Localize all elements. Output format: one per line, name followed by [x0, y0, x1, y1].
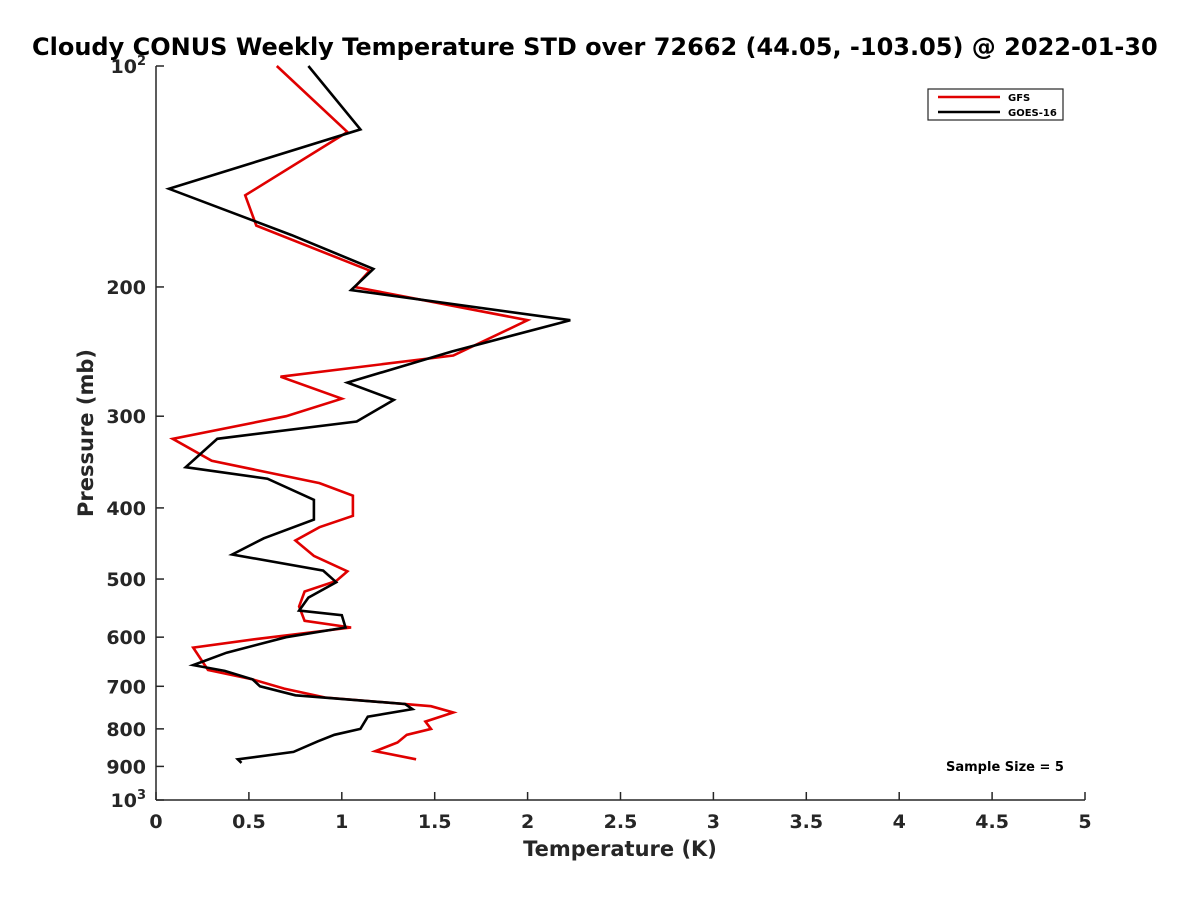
y-tick-label: 500 [106, 569, 146, 591]
legend-box [927, 88, 1064, 121]
x-tick-label: 1.5 [418, 811, 452, 833]
x-tick-label: 2.5 [604, 811, 638, 833]
y-tick-label-base: 800 [106, 719, 146, 741]
x-tick-label: 4 [893, 811, 906, 833]
chart-title: Cloudy CONUS Weekly Temperature STD over… [32, 33, 1158, 61]
y-tick-label-base: 700 [106, 676, 146, 698]
y-tick-label: 900 [106, 756, 146, 778]
y-tick-label: 102 [111, 54, 147, 78]
legend-label: GOES-16 [1008, 108, 1057, 119]
x-tick-label: 0 [149, 811, 162, 833]
y-tick-label: 600 [106, 627, 146, 649]
y-tick-label-base: 400 [106, 498, 146, 520]
y-tick-label-base: 200 [106, 277, 146, 299]
x-tick-label: 0.5 [232, 811, 266, 833]
y-tick-label: 700 [106, 676, 146, 698]
y-tick-label-exponent: 2 [137, 54, 146, 69]
series-line-gfs [169, 65, 532, 761]
x-axis-label: Temperature (K) [523, 837, 717, 861]
y-tick-label-base: 10 [111, 56, 137, 78]
y-tick-label-base: 300 [106, 406, 146, 428]
series-layer [165, 65, 571, 764]
x-tick-label: 3.5 [789, 811, 823, 833]
y-tick-label-exponent: 3 [137, 788, 146, 803]
y-tick-label-base: 600 [106, 627, 146, 649]
y-tick-label-base: 10 [111, 790, 137, 812]
sample-size-annotation: Sample Size = 5 [946, 760, 1064, 775]
series-line-goes-16 [165, 65, 571, 764]
y-tick-label: 800 [106, 719, 146, 741]
x-tick-label: 2 [521, 811, 534, 833]
y-tick-label: 200 [106, 277, 146, 299]
y-tick-label: 400 [106, 498, 146, 520]
legend-label: GFS [1008, 93, 1030, 104]
x-tick-label: 1 [335, 811, 348, 833]
x-tick-label: 4.5 [975, 811, 1009, 833]
y-tick-label: 103 [111, 788, 147, 812]
x-tick-label: 3 [707, 811, 720, 833]
y-axis-label: Pressure (mb) [74, 349, 98, 517]
x-ticks: 0 0.5 1 1.5 2 2.5 3 3.5 4 4.5 5 [149, 792, 1092, 833]
legend: GFS GOES-16 [927, 88, 1064, 121]
x-tick-label: 5 [1078, 811, 1091, 833]
y-tick-label-base: 500 [106, 569, 146, 591]
y-tick-label: 300 [106, 406, 146, 428]
y-tick-label-base: 900 [106, 756, 146, 778]
